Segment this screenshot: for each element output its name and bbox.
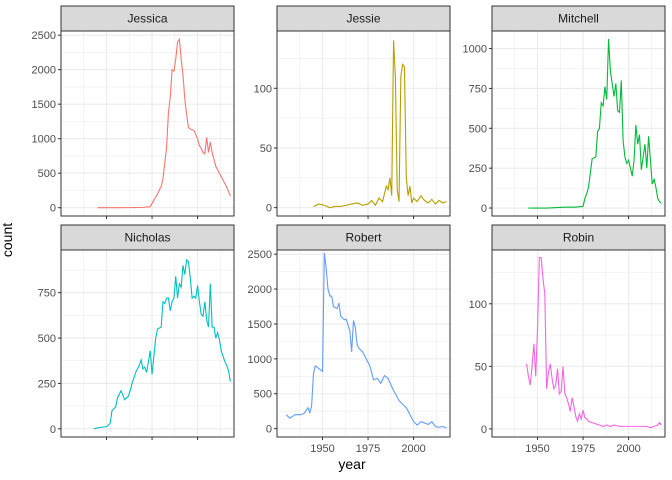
y-tick-label: 100 (254, 83, 272, 95)
y-axis-title: count (0, 223, 15, 257)
plot-area-mitchell (492, 31, 665, 216)
panel-border-mitchell (491, 30, 666, 217)
y-tick-label: 250 (38, 378, 56, 390)
panel-nicholas: Nicholas 0 250 500 750 (38, 224, 235, 440)
y-tick-label: 0 (266, 203, 272, 215)
x-tick-label: 1950 (525, 443, 549, 455)
plot-area-nicholas (61, 250, 234, 437)
strip-label-mitchell: Mitchell (558, 12, 599, 26)
y-tick-label: 2500 (248, 249, 272, 261)
y-tick-label: 0 (266, 424, 272, 436)
series-line-robin (526, 256, 662, 429)
panel-robert: Robert 0 500 1000 1500 2000 2500 1950 1975 2000 (248, 224, 451, 455)
y-tick-label: 1000 (463, 44, 487, 56)
y-tick-label: 2000 (32, 65, 56, 77)
strip-label-jessie: Jessie (346, 12, 380, 26)
y-tick-label: 2000 (248, 284, 272, 296)
panel-border-jessie (276, 30, 451, 217)
strip-mitchell (491, 5, 666, 32)
panel-mitchell: Mitchell 0 250 500 750 1000 (463, 5, 666, 219)
x-tick-label: 1975 (356, 443, 380, 455)
panel-jessica: Jessica 0 500 1000 1500 2000 2500 (32, 5, 235, 219)
y-tick-label: 0 (50, 203, 56, 215)
strip-label-robert: Robert (345, 231, 382, 245)
panel-jessie: Jessie 0 50 100 (254, 5, 451, 219)
y-tick-label: 0 (481, 424, 487, 436)
y-tick-label: 2500 (32, 30, 56, 42)
y-tick-label: 50 (260, 143, 272, 155)
x-axis-title: year (338, 456, 366, 472)
strip-robert (276, 224, 451, 251)
plot-area-robin (492, 250, 665, 437)
panel-border-jessica (60, 30, 235, 217)
panel-robin: Robin 0 50 100 1950 1975 2000 (469, 224, 666, 455)
plot-area-jessie (277, 31, 450, 216)
y-tick-label: 750 (38, 288, 56, 300)
series-line-jessie (313, 40, 447, 209)
y-tick-label: 1500 (32, 99, 56, 111)
y-tick-label: 50 (475, 361, 487, 373)
y-tick-label: 500 (38, 168, 56, 180)
panel-border-nicholas (60, 249, 235, 438)
plot-area-robert (277, 250, 450, 437)
plot-area-jessica (61, 31, 234, 216)
x-tick-label: 1950 (310, 443, 334, 455)
y-tick-label: 0 (481, 203, 487, 215)
series-line-mitchell (528, 38, 662, 209)
facet-panels: Jessica05001000150020002500Jessie050100M… (32, 5, 666, 455)
strip-jessica (60, 5, 235, 32)
strip-label-nicholas: Nicholas (124, 231, 170, 245)
y-tick-label: 1000 (32, 134, 56, 146)
series-line-jessica (97, 37, 231, 209)
strip-nicholas (60, 224, 235, 251)
strip-label-jessica: Jessica (127, 12, 167, 26)
y-tick-label: 500 (38, 333, 56, 345)
x-tick-label: 2000 (401, 443, 425, 455)
strip-robin (491, 224, 666, 251)
y-tick-label: 1500 (248, 319, 272, 331)
y-tick-label: 500 (254, 389, 272, 401)
y-tick-label: 0 (50, 424, 56, 436)
panel-border-robert (276, 249, 451, 438)
y-tick-label: 1000 (248, 354, 272, 366)
series-line-robert (285, 252, 447, 429)
panel-border-robin (491, 249, 666, 438)
strip-label-robin: Robin (563, 231, 594, 245)
x-tick-label: 1975 (571, 443, 595, 455)
y-tick-label: 250 (469, 163, 487, 175)
y-tick-label: 500 (469, 123, 487, 135)
series-line-nicholas (93, 258, 231, 430)
y-tick-label: 100 (469, 299, 487, 311)
y-tick-label: 750 (469, 83, 487, 95)
x-tick-label: 2000 (616, 443, 640, 455)
